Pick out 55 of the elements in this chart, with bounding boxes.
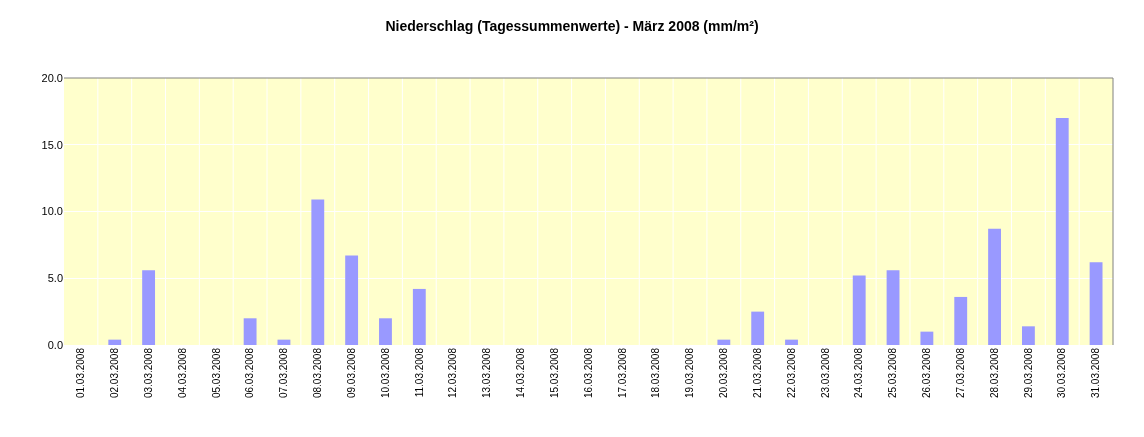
x-tick-label: 19.03.2008 [684,347,696,399]
x-tick-label: 30.03.2008 [1056,347,1068,399]
x-tick-label: 09.03.2008 [345,347,357,399]
bar [1089,262,1103,345]
bar [886,270,900,345]
x-tick-label: 03.03.2008 [142,347,154,399]
x-tick-label: 18.03.2008 [650,347,662,399]
x-tick-label: 24.03.2008 [853,347,865,399]
x-tick-label: 31.03.2008 [1090,347,1102,399]
x-tick-label: 29.03.2008 [1022,347,1034,399]
y-tick-label: 15.0 [41,138,63,151]
bar [785,339,798,345]
bar [243,318,257,345]
x-tick-label: 27.03.2008 [954,347,966,399]
bar [920,331,934,345]
x-tick-label: 04.03.2008 [176,347,188,399]
bar [988,228,1001,345]
bar [379,318,392,345]
x-tick-label: 07.03.2008 [278,347,290,399]
x-tick-label: 10.03.2008 [379,347,391,399]
x-tick-label: 15.03.2008 [548,347,560,399]
bar [852,275,866,345]
x-tick-label: 16.03.2008 [582,347,594,399]
y-tick-label: 20.0 [41,71,63,84]
chart-title: Niederschlag (Tagessummenwerte) - März 2008 (mm/m²) [385,17,759,34]
x-tick-label: 22.03.2008 [785,347,797,399]
x-tick-label: 23.03.2008 [819,347,831,399]
x-tick-label: 25.03.2008 [887,347,899,399]
x-tick-label: 21.03.2008 [751,347,763,399]
x-tick-label: 11.03.2008 [413,347,425,398]
x-tick-label: 13.03.2008 [481,347,493,399]
bar [1055,118,1069,345]
bar [142,270,156,345]
bar [311,199,325,345]
x-tick-label: 26.03.2008 [921,347,933,399]
x-tick-label: 20.03.2008 [718,347,730,399]
x-tick-label: 01.03.2008 [75,347,87,399]
y-tick-label: 10.0 [41,205,63,218]
x-tick-label: 08.03.2008 [312,347,324,399]
bar [412,288,426,345]
x-tick-label: 17.03.2008 [616,347,628,399]
bar [345,255,359,345]
y-tick-label: 5.0 [47,272,63,285]
x-tick-label: 02.03.2008 [109,347,121,399]
x-tick-label: 06.03.2008 [244,347,256,399]
bar [751,311,765,345]
bar [954,296,968,345]
x-tick-label: 14.03.2008 [515,347,527,399]
y-tick-label: 0.0 [47,338,63,351]
x-tick-label: 28.03.2008 [988,347,1000,399]
bar [1021,326,1035,345]
x-tick-label: 12.03.2008 [447,347,459,399]
bar [717,339,731,345]
bar [108,339,122,345]
x-tick-label: 05.03.2008 [210,347,222,399]
